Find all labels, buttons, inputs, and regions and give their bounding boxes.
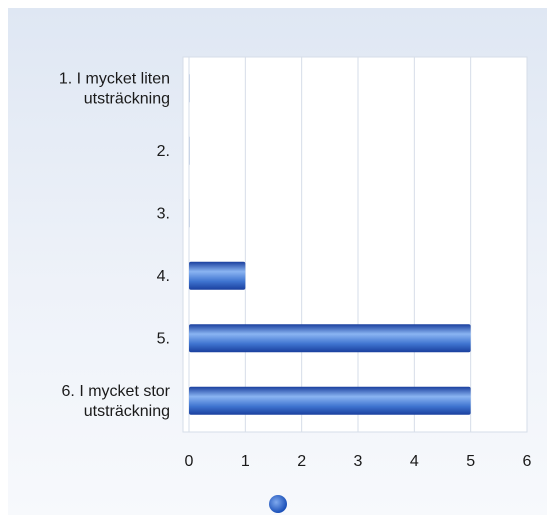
bar (189, 324, 471, 353)
category-label: 4. (157, 268, 170, 285)
x-tick-label: 3 (354, 453, 363, 470)
bar (189, 386, 471, 415)
x-tick-label: 0 (185, 453, 194, 470)
category-label: 1. I mycket liten utsträckning (59, 70, 170, 107)
x-tick-label: 6 (523, 453, 532, 470)
plot-area (182, 56, 528, 433)
x-tick-label: 1 (241, 453, 250, 470)
category-label: 5. (157, 330, 170, 347)
bar (189, 74, 190, 103)
category-label: 2. (157, 143, 170, 160)
category-label: 3. (157, 205, 170, 222)
bar (189, 199, 190, 228)
bar (189, 136, 190, 165)
bar (189, 261, 246, 290)
x-tick-label: 2 (297, 453, 306, 470)
x-tick-label: 4 (410, 453, 419, 470)
legend-marker (269, 495, 287, 513)
x-tick-label: 5 (466, 453, 475, 470)
category-label: 6. I mycket stor utsträckning (62, 383, 171, 420)
